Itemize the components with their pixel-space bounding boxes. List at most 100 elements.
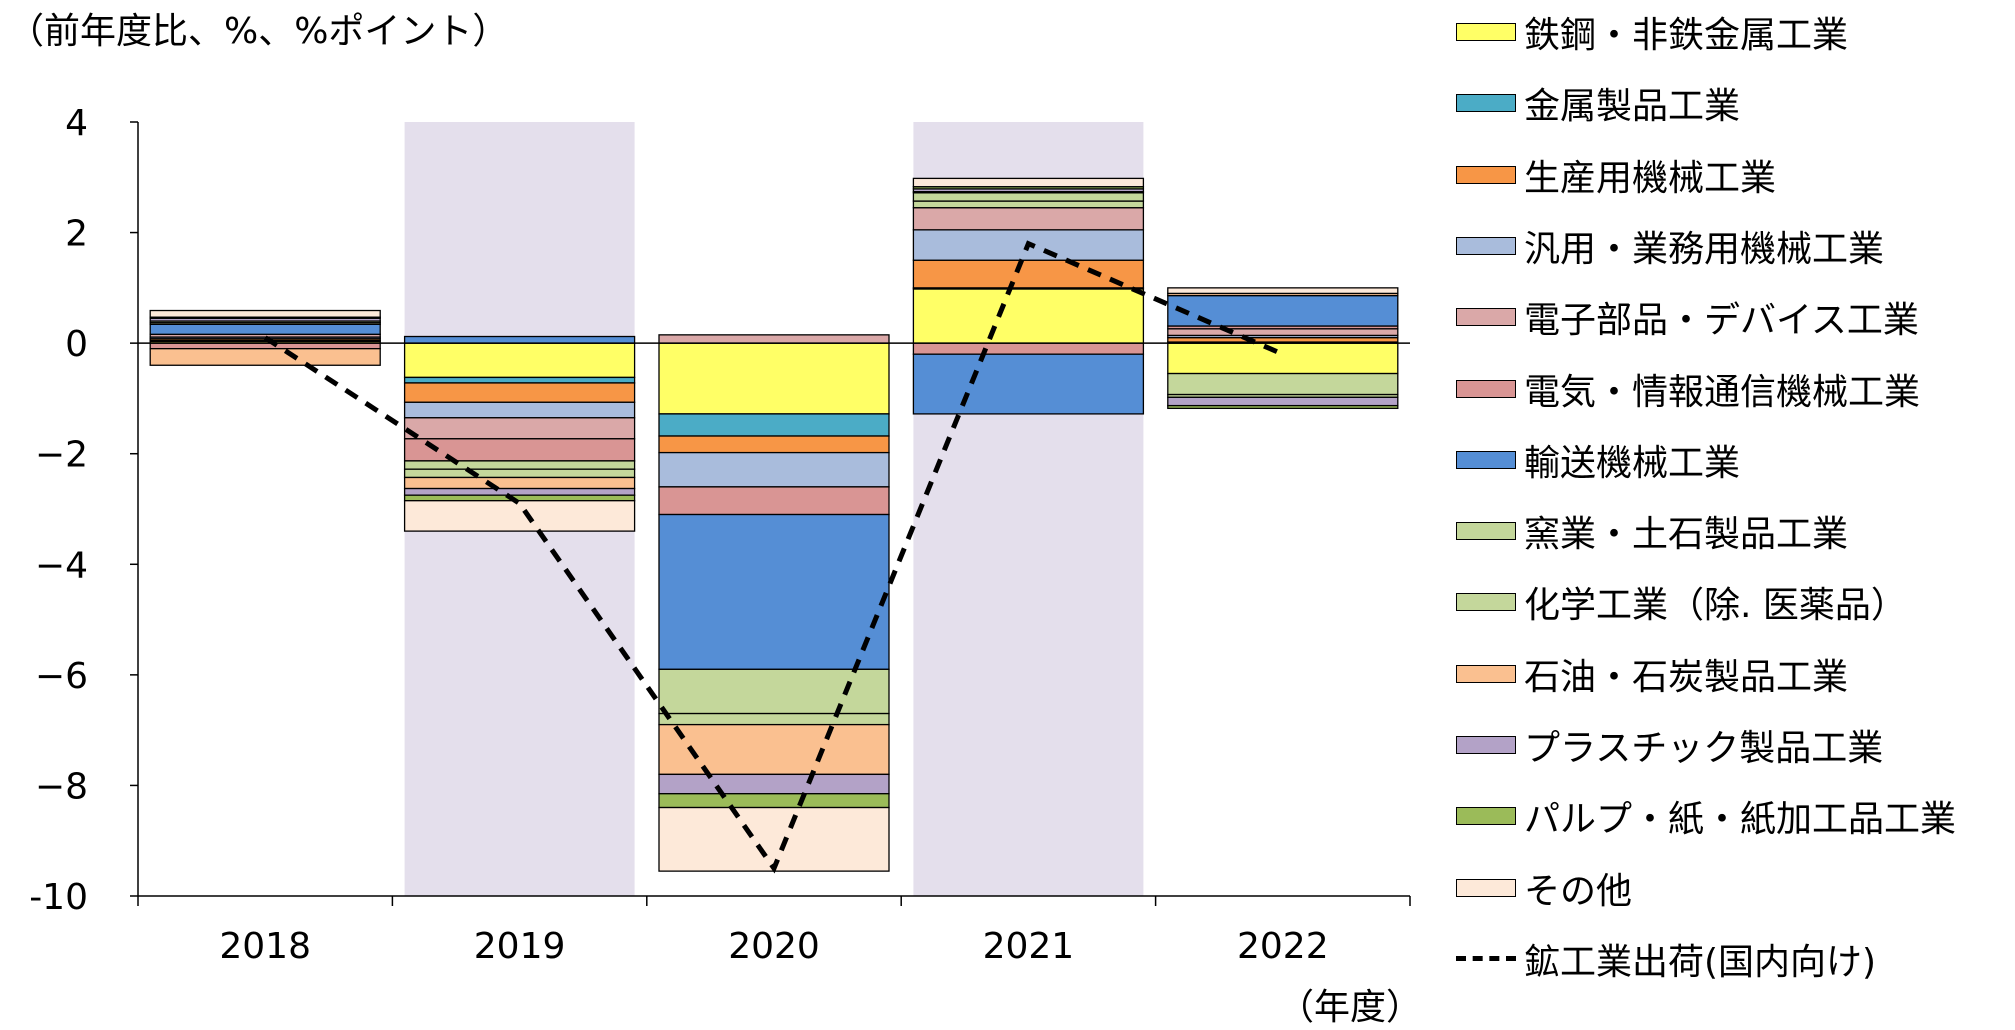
legend-swatch	[1456, 23, 1516, 41]
x-tick-label: 2022	[1237, 926, 1329, 967]
bar-2019-series-9	[403, 476, 636, 490]
bar-2021-series-7	[912, 200, 1145, 209]
y-tick-label: −4	[35, 545, 88, 586]
legend-dash-swatch	[1456, 956, 1516, 962]
bar-2022-series-7	[1167, 372, 1399, 396]
legend-swatch	[1456, 308, 1516, 327]
legend-swatch	[1456, 593, 1516, 612]
bar-2019-series-4	[403, 417, 636, 440]
x-tick-label: 2019	[474, 926, 566, 967]
y-tick-label: 0	[65, 324, 88, 365]
bar-2020-series-7	[658, 668, 890, 715]
bar-2021-series-4	[912, 207, 1145, 231]
legend-item: 汎用・業務用機械工業	[1456, 224, 1884, 270]
y-tick-label: 4	[65, 103, 88, 144]
bar-2020-series-1	[658, 413, 890, 437]
legend-label: 汎用・業務用機械工業	[1524, 228, 1885, 270]
x-unit-label: （年度）	[1278, 987, 1423, 1028]
bar-2021-series-12	[912, 177, 1145, 188]
bar-2021-series-5	[912, 342, 1145, 355]
legend-label: 窯業・土石製品工業	[1524, 514, 1849, 556]
legend-item: 電子部品・デバイス工業	[1456, 295, 1919, 341]
bar-2021-series-8	[912, 192, 1145, 202]
legend-item-line: 鉱工業出荷(国内向け)	[1456, 937, 1876, 983]
legend-swatch	[1456, 878, 1516, 897]
legend-swatch	[1456, 450, 1516, 469]
x-tick-label: 2020	[728, 926, 820, 967]
legend-item: 鉄鋼・非鉄金属工業	[1456, 10, 1848, 56]
axes: 4 2 0 −2 −4 −6 −8 -10 2018 2019 2020 2021 2022	[29, 103, 1411, 967]
bar-2020-series-9	[658, 723, 890, 776]
legend-swatch	[1456, 94, 1516, 113]
bar-2022-series-11	[1167, 404, 1399, 410]
chart-canvas: 4 2 0 −2 −4 −6 −8 -10 2018 2019 2020 2021 2022	[29, 103, 1411, 967]
bar-2018-series-6	[149, 323, 381, 335]
bar-2020-series-5	[658, 486, 890, 516]
legend-item: その他	[1456, 866, 1632, 912]
bar-2020-series-11	[658, 793, 890, 809]
bar-2019-series-12	[403, 500, 636, 532]
bar-2020-series-8	[658, 712, 890, 726]
legend-label: パルプ・紙・紙加工品工業	[1524, 799, 1957, 841]
bar-2019-series-10	[403, 487, 636, 496]
legend-swatch	[1456, 379, 1516, 398]
bar-2020-series-0	[658, 342, 890, 415]
bar-2022-series-10	[1167, 396, 1399, 407]
y-unit-label: （前年度比、%、%ポイント）	[8, 11, 509, 52]
bar-2020-series-10	[658, 773, 890, 795]
legend-label: その他	[1524, 870, 1633, 912]
legend-swatch	[1456, 807, 1516, 826]
bar-2018-series-9	[149, 348, 381, 366]
x-tick-label: 2021	[983, 926, 1075, 967]
bar-2019-series-2	[403, 382, 636, 403]
y-tick-label: −6	[35, 656, 88, 697]
y-tick-label: -10	[29, 877, 88, 918]
bar-2019-series-5	[403, 438, 636, 462]
bar-2019-series-6	[403, 335, 636, 344]
legend-label: 金属製品工業	[1524, 86, 1741, 128]
bar-2019-series-0	[403, 342, 636, 379]
bar-2021-series-6	[912, 353, 1145, 415]
y-tick-label: −8	[35, 766, 88, 807]
legend-swatch	[1456, 236, 1516, 255]
legend-item: パルプ・紙・紙加工品工業	[1456, 794, 1956, 840]
bar-2020-series-3	[658, 451, 890, 488]
legend-item: 輸送機械工業	[1456, 438, 1740, 484]
bar-2021-series-2	[912, 259, 1145, 289]
bar-2022-series-4	[1167, 328, 1399, 337]
bar-2020-series-12	[658, 806, 890, 872]
legend-label: 電子部品・デバイス工業	[1524, 300, 1919, 342]
bar-2021-series-0	[912, 288, 1145, 344]
bar-2019-series-7	[403, 460, 636, 470]
legend-item: 生産用機械工業	[1456, 153, 1776, 199]
bar-2019-series-8	[403, 468, 636, 479]
bar-2022-series-12	[1167, 287, 1399, 295]
legend-swatch	[1456, 736, 1516, 754]
legend-item: 化学工業（除. 医薬品）	[1456, 580, 1907, 626]
legend-item: 金属製品工業	[1456, 81, 1740, 127]
legend-swatch	[1456, 664, 1516, 683]
bar-2020-series-2	[658, 435, 890, 454]
bar-2020-series-4	[658, 334, 890, 344]
bar-2019-series-11	[403, 494, 636, 502]
x-tick-label: 2018	[219, 926, 311, 967]
legend-item: 電気・情報通信機械工業	[1456, 367, 1920, 413]
bar-2019-series-3	[403, 401, 636, 419]
bar-2022-series-2	[1167, 336, 1399, 343]
legend-item: プラスチック製品工業	[1456, 723, 1883, 769]
legend-label: 電気・情報通信機械工業	[1524, 371, 1921, 413]
legend-label: プラスチック製品工業	[1524, 728, 1884, 769]
legend-label: 化学工業（除. 医薬品）	[1524, 585, 1907, 627]
bar-stacks	[149, 177, 1399, 872]
legend-swatch	[1456, 522, 1516, 541]
bar-2022-series-0	[1167, 342, 1399, 375]
line-series	[263, 240, 1284, 874]
legend-item: 窯業・土石製品工業	[1456, 509, 1848, 555]
legend-label: 鉄鋼・非鉄金属工業	[1524, 15, 1849, 56]
legend-swatch	[1456, 165, 1516, 184]
y-tick-label: −2	[35, 435, 88, 476]
legend-label: 輸送機械工業	[1524, 442, 1741, 484]
bar-2018-series-5	[149, 342, 381, 350]
legend-item: 石油・石炭製品工業	[1456, 652, 1848, 698]
legend-label: 生産用機械工業	[1524, 157, 1777, 199]
